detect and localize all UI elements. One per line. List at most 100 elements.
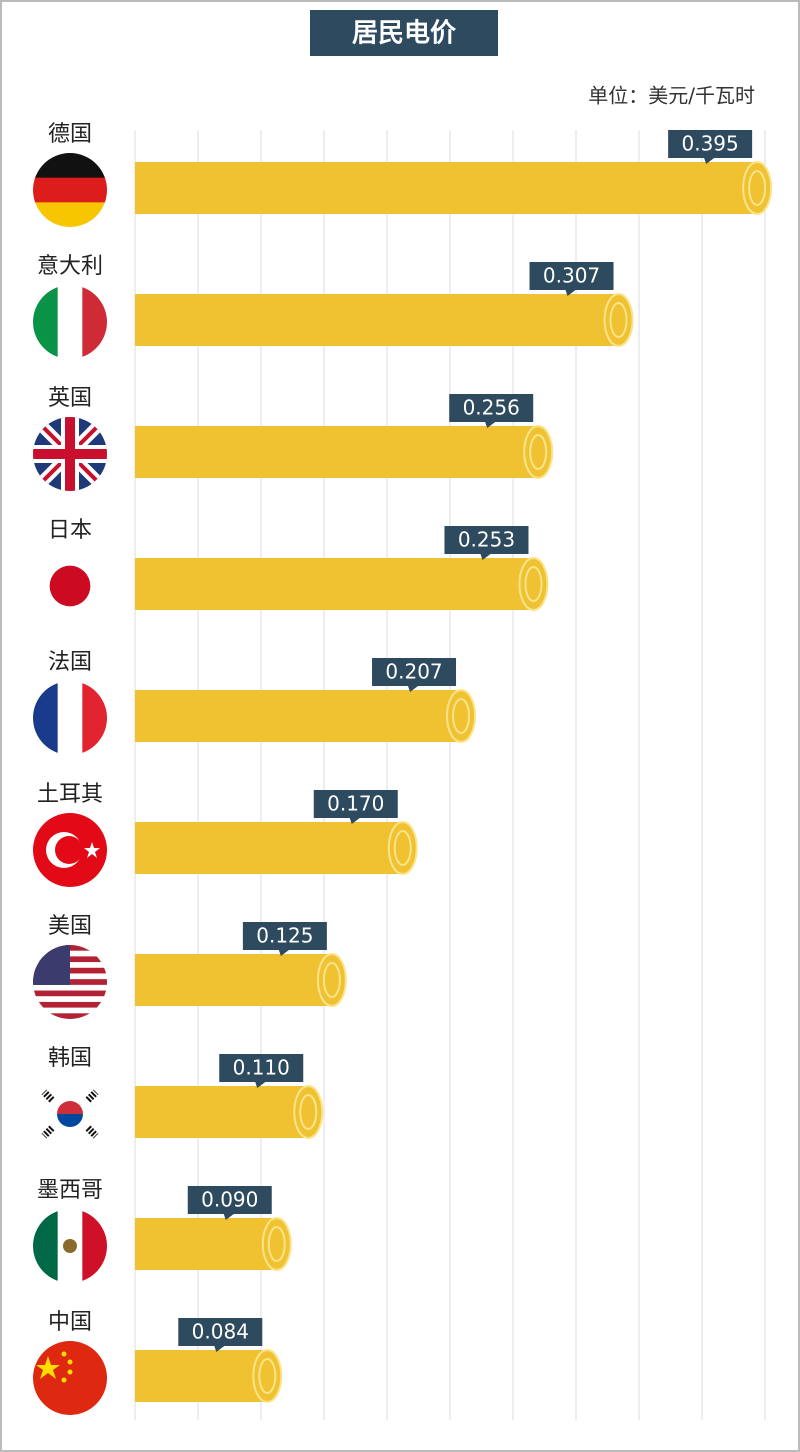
flag-part	[55, 836, 83, 864]
value-label-pointer	[214, 1346, 225, 1352]
flag	[33, 153, 107, 227]
value-label-pointer	[223, 1214, 234, 1220]
value-label-box	[372, 658, 457, 686]
flag-part	[57, 681, 83, 755]
value-label-box	[219, 1054, 304, 1082]
flag-part	[33, 996, 107, 1003]
bar	[135, 690, 462, 742]
coin	[252, 1349, 283, 1403]
flag	[33, 1077, 107, 1151]
bar	[135, 1350, 268, 1402]
value-label-box	[187, 1186, 272, 1214]
coin	[387, 821, 418, 875]
flag	[33, 1209, 107, 1283]
value-label: 0.125	[256, 924, 313, 948]
value-label: 0.090	[201, 1188, 258, 1212]
coin	[523, 425, 554, 479]
value-label-pointer	[480, 554, 491, 560]
flag-part	[67, 1369, 73, 1375]
category-label: 韩国	[48, 1046, 92, 1071]
category-label: 意大利	[37, 254, 103, 279]
flag-part	[36, 1356, 60, 1379]
value-label-box	[444, 526, 529, 554]
flag	[33, 813, 107, 887]
bar	[135, 558, 534, 610]
flag-part	[33, 1013, 107, 1019]
flag-part	[63, 1239, 77, 1253]
flag	[33, 549, 107, 623]
value-label-box	[529, 262, 614, 290]
bar	[135, 294, 619, 346]
flag-part	[41, 1089, 55, 1103]
coin	[603, 293, 634, 347]
coin-inner	[267, 1226, 286, 1262]
category-label: 墨西哥	[37, 1178, 103, 1203]
flag-part	[61, 1377, 67, 1383]
coin-inner	[529, 434, 548, 470]
coin-inner	[299, 1094, 318, 1130]
flag-part	[85, 1089, 99, 1103]
category-label: 德国	[48, 122, 92, 147]
coin	[518, 557, 549, 611]
flag-part	[33, 984, 107, 992]
value-label: 0.084	[192, 1320, 249, 1344]
flag-part	[84, 842, 100, 858]
category-label: 美国	[48, 914, 92, 939]
flag-part	[85, 1125, 99, 1139]
bar	[135, 426, 539, 478]
category-label: 日本	[48, 518, 92, 543]
title-box	[310, 10, 498, 56]
bar	[135, 954, 332, 1006]
coin	[261, 1217, 292, 1271]
flag-part	[33, 449, 107, 459]
category-label: 中国	[48, 1310, 92, 1335]
value-label-box	[449, 394, 534, 422]
coin-inner	[524, 566, 543, 602]
value-label-pointer	[278, 950, 289, 956]
bar	[135, 1086, 309, 1138]
coin-inner	[322, 962, 341, 998]
value-label: 0.207	[385, 660, 442, 684]
value-label-pointer	[408, 686, 419, 692]
value-label: 0.110	[233, 1056, 290, 1080]
value-label-box	[178, 1318, 263, 1346]
flag-part	[67, 1359, 73, 1365]
coin-inner	[452, 698, 471, 734]
category-label: 土耳其	[37, 782, 103, 807]
flag-part	[41, 1125, 55, 1139]
flag-part	[33, 1001, 107, 1009]
value-label-box	[313, 790, 398, 818]
flag-part	[33, 990, 107, 997]
coin-inner	[748, 170, 767, 206]
flag-part	[49, 565, 91, 607]
value-label-box	[242, 922, 327, 950]
category-label: 英国	[48, 386, 92, 411]
value-label-pointer	[704, 158, 715, 164]
coin	[446, 689, 477, 743]
coin	[742, 161, 773, 215]
value-label: 0.256	[463, 396, 520, 420]
value-label-pointer	[349, 818, 360, 824]
flag-part	[57, 1114, 83, 1127]
value-label-box	[668, 130, 753, 158]
category-label: 法国	[48, 650, 92, 675]
flag-part	[33, 177, 107, 203]
bar	[135, 162, 758, 214]
flag-part	[57, 285, 83, 359]
coin-inner	[258, 1358, 277, 1394]
coin	[293, 1085, 324, 1139]
flag-part	[57, 1101, 83, 1114]
coin-inner	[393, 830, 412, 866]
value-label: 0.307	[543, 264, 600, 288]
value-label: 0.170	[327, 792, 384, 816]
flag	[33, 945, 107, 1019]
value-label: 0.253	[458, 528, 515, 552]
value-label: 0.395	[681, 132, 738, 156]
bar	[135, 822, 403, 874]
flag	[33, 285, 107, 359]
chart-title: 居民电价	[352, 19, 457, 49]
flag-part	[61, 1351, 67, 1357]
flag	[33, 681, 107, 755]
unit-label: 单位：美元/千瓦时	[588, 84, 755, 108]
